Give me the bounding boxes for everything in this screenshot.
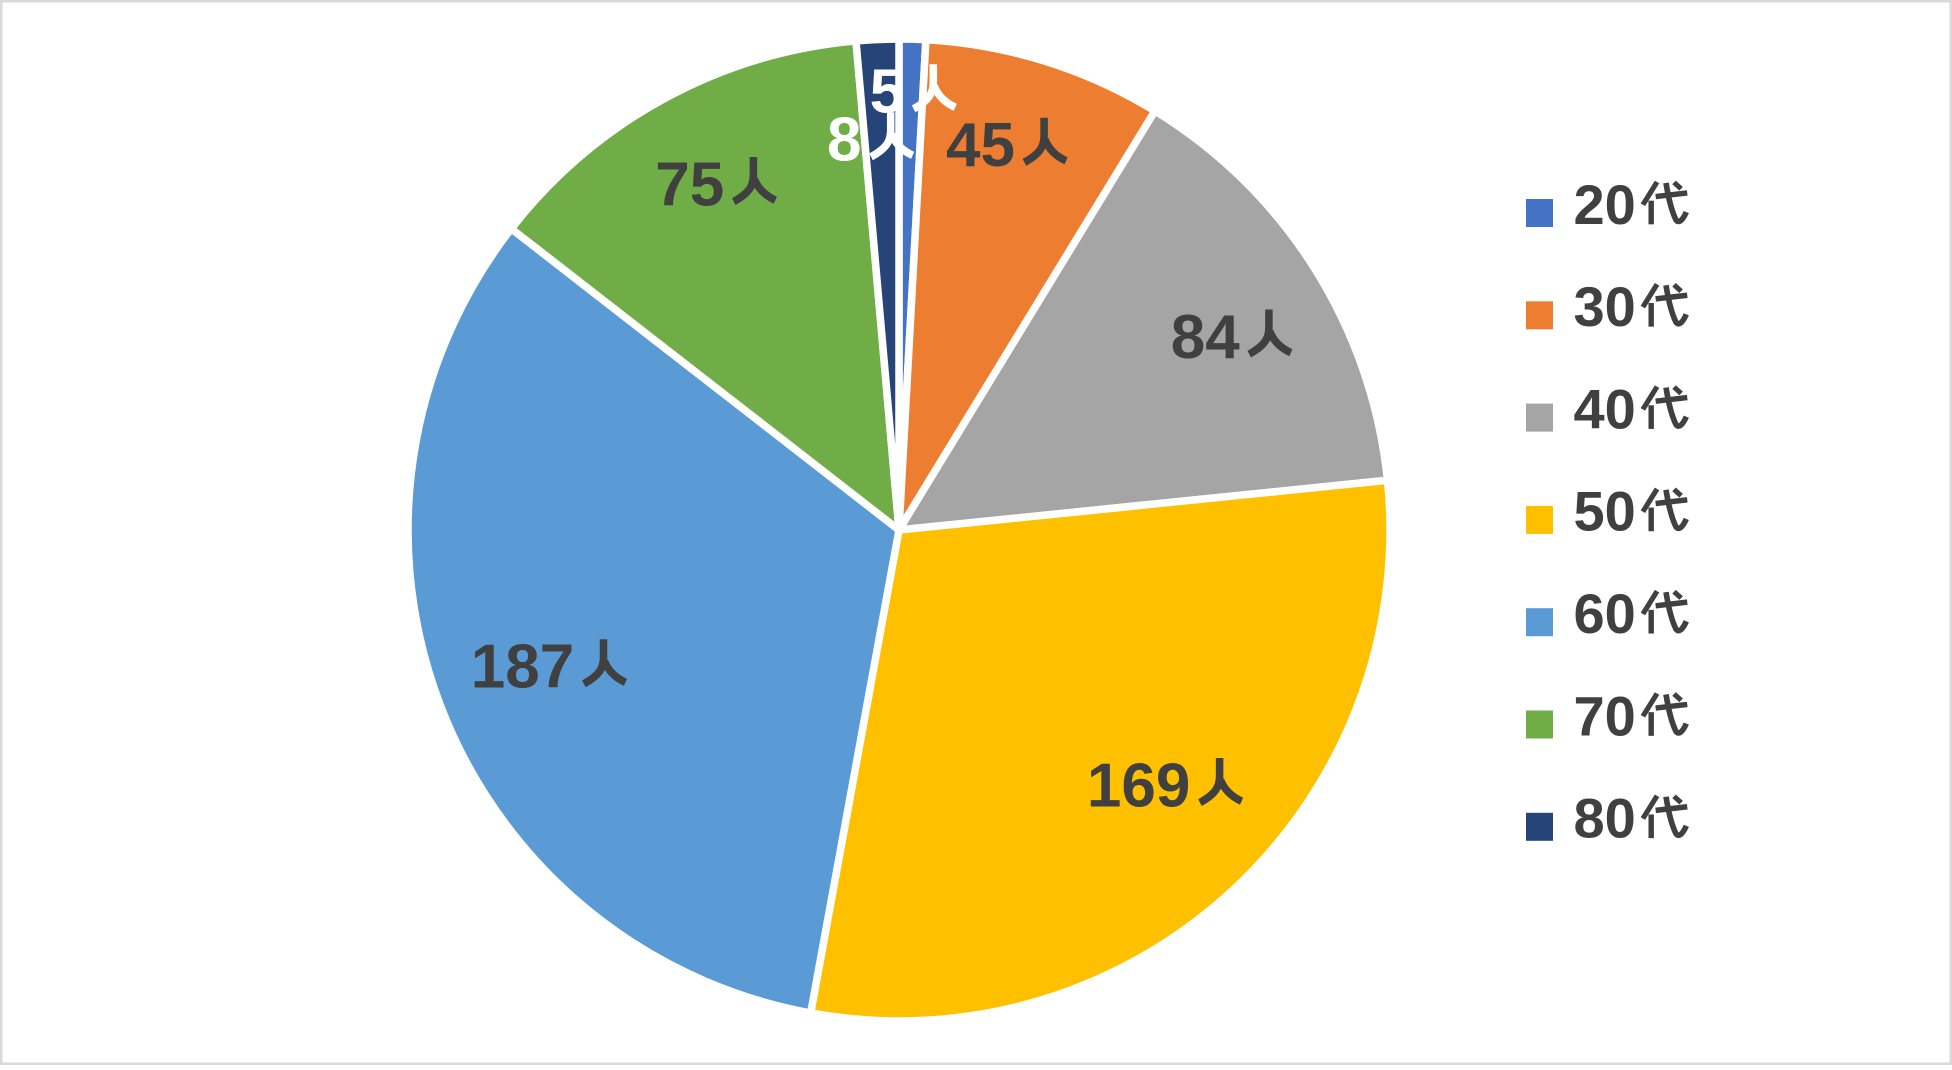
svg-text:80: 80 xyxy=(1574,787,1636,850)
svg-text:45: 45 xyxy=(946,111,1015,180)
svg-text:84: 84 xyxy=(1171,303,1240,372)
svg-text:5: 5 xyxy=(870,58,904,127)
svg-text:70: 70 xyxy=(1574,684,1636,747)
svg-text:50: 50 xyxy=(1574,480,1636,543)
svg-text:75: 75 xyxy=(655,151,724,220)
svg-text:8: 8 xyxy=(827,106,861,175)
svg-text:40: 40 xyxy=(1574,377,1636,440)
svg-text:20: 20 xyxy=(1574,173,1636,236)
svg-text:187: 187 xyxy=(471,633,574,702)
svg-text:169: 169 xyxy=(1087,752,1190,821)
svg-text:60: 60 xyxy=(1574,582,1636,645)
svg-text:30: 30 xyxy=(1574,275,1636,338)
